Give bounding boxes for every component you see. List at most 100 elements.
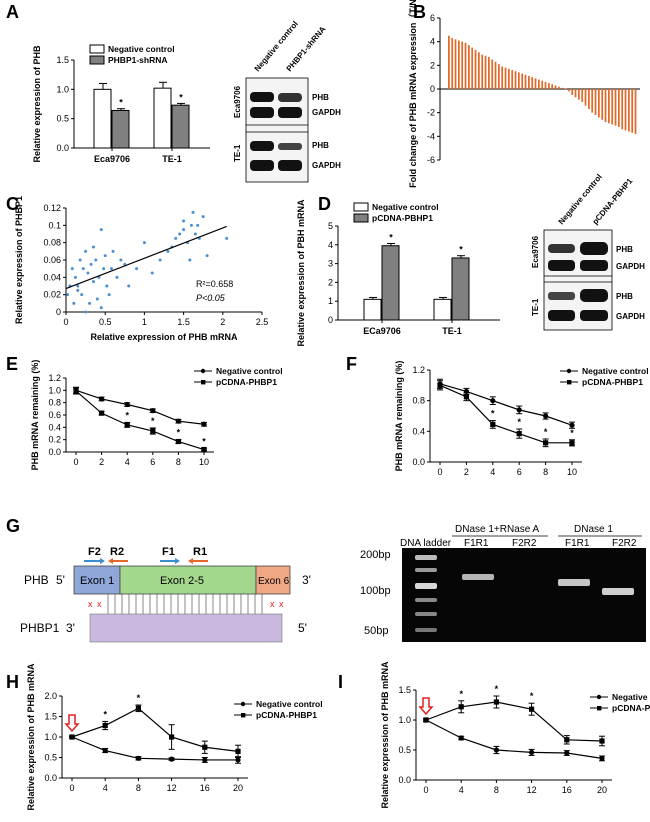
bar — [451, 38, 454, 89]
bar — [454, 39, 457, 89]
y-tick-label: 0.1 — [48, 220, 61, 230]
bar — [498, 64, 500, 89]
chart-a: 0.0 0.5 1.0 1.5 Relative expression of PHB Ec… — [32, 44, 210, 164]
ladder-band — [415, 555, 437, 560]
y-tick-label: 0.2 — [48, 435, 61, 445]
y-tick-label: 0.06 — [43, 255, 61, 265]
data-point — [201, 446, 207, 453]
y-tick-label: 0.6 — [48, 410, 61, 420]
scatter-point — [193, 232, 197, 236]
y-tick-label: 0 — [430, 84, 435, 94]
significance-star: * — [459, 245, 463, 255]
panel-label-i: I — [338, 672, 343, 692]
primer-f2: F2 — [88, 546, 101, 558]
bar — [468, 45, 470, 89]
band — [250, 141, 274, 151]
band — [250, 107, 274, 118]
y-tick-label: 0.08 — [43, 238, 61, 248]
panel-label-f: F — [346, 354, 357, 374]
scatter-point — [205, 254, 209, 258]
blot-a-band2b: GAPDH — [312, 161, 341, 170]
bar — [571, 89, 574, 95]
data-point — [493, 747, 499, 753]
scatter-point — [201, 215, 205, 219]
gel-group-1: DNase 1+RNase A — [455, 524, 540, 535]
scatter-point — [115, 275, 119, 279]
legend-label: pCDNA-PHBP1 — [582, 377, 643, 387]
significance-star: * — [544, 427, 548, 437]
data-point — [463, 394, 469, 400]
panel-label-d: D — [318, 194, 331, 214]
significance-star: * — [151, 416, 155, 426]
y-tick-label: 1.2 — [412, 365, 425, 375]
significance-star: * — [495, 684, 499, 694]
legend-swatch — [89, 55, 105, 65]
y-tick-label: 1 — [328, 296, 333, 306]
legend-label: pCDNA-PBHP1 — [372, 213, 433, 223]
bar — [481, 54, 484, 89]
bar — [611, 89, 614, 125]
band — [580, 289, 608, 302]
scatter-point — [182, 228, 186, 232]
band — [278, 107, 302, 118]
scatter-point — [127, 284, 131, 288]
data-point — [169, 756, 175, 762]
exon-6-label: Exon 6 — [258, 576, 290, 587]
bar — [538, 79, 540, 89]
gel-band — [462, 574, 494, 580]
legend-marker — [201, 380, 206, 385]
panel-label-e: E — [6, 354, 18, 374]
data-point — [599, 738, 605, 744]
panel-label-c: C — [6, 194, 19, 214]
bar — [594, 89, 597, 116]
y-tick-label: 0.5 — [44, 753, 57, 763]
y-tick-label: 0 — [56, 307, 61, 317]
exon-1 — [73, 565, 121, 595]
band — [278, 143, 302, 150]
base-pair-lines — [107, 594, 263, 614]
gel-size-50: 50bp — [364, 625, 388, 637]
gene-diagram: F2 R2 F1 R1 PHB 5' Exon 1 Exon 2-5 Exon … — [20, 546, 311, 643]
y-tick-label: 1.5 — [44, 712, 57, 722]
legend-label: Negative control — [256, 699, 323, 709]
gene-three-prime: 3' — [302, 573, 311, 587]
scatter-point — [70, 267, 74, 271]
data-point — [69, 734, 75, 740]
blot-d-line1: Eca9706 — [531, 235, 540, 268]
data-point — [490, 398, 496, 404]
y-axis-title: Relative expression of PHB mRNA — [380, 661, 390, 809]
x-tick-label: 1 — [142, 317, 147, 327]
y-tick-label: 0.8 — [48, 398, 61, 408]
chart-h: 0.0 0.5 1.0 1.5 2.0 0 4 8 12 16 20 Relative express… — [26, 663, 323, 811]
bar — [171, 104, 190, 149]
y-tick-label: 4 — [430, 37, 435, 47]
significance-star: * — [202, 436, 206, 446]
scatter-point — [107, 293, 111, 297]
y-tick-label: 0.04 — [43, 272, 61, 282]
bar — [614, 89, 617, 126]
x-tick-label: 2 — [99, 457, 104, 467]
gel-ladder-label: DNA ladder — [400, 538, 452, 549]
y-tick-label: 1.0 — [56, 84, 69, 94]
x-tick-label: 0 — [423, 785, 428, 795]
legend-label: pCDNA-PHBP1 — [256, 710, 317, 720]
bar — [584, 89, 587, 106]
scatter-point — [119, 258, 123, 262]
scatter-point — [95, 297, 99, 301]
bar — [608, 89, 610, 124]
bar — [531, 77, 534, 89]
scatter-point — [81, 267, 85, 271]
scatter-point — [66, 293, 70, 297]
chart-e: 0.0 0.2 0.4 0.6 0.8 1.0 1.2 0 2 4 6 8 10 PHB mRNA rem… — [30, 360, 283, 471]
significance-star: * — [137, 693, 141, 703]
significance-star: * — [570, 428, 574, 438]
x-tick-label: 8 — [494, 785, 499, 795]
bar — [628, 89, 630, 132]
band — [548, 260, 575, 271]
significance-star: * — [103, 709, 107, 719]
y-tick-label: 0.02 — [43, 290, 61, 300]
scatter-point — [109, 267, 113, 271]
scatter-point — [94, 258, 98, 262]
pseudogene-name: PHBP1 — [20, 621, 60, 635]
x-tick-label: 0 — [73, 457, 78, 467]
